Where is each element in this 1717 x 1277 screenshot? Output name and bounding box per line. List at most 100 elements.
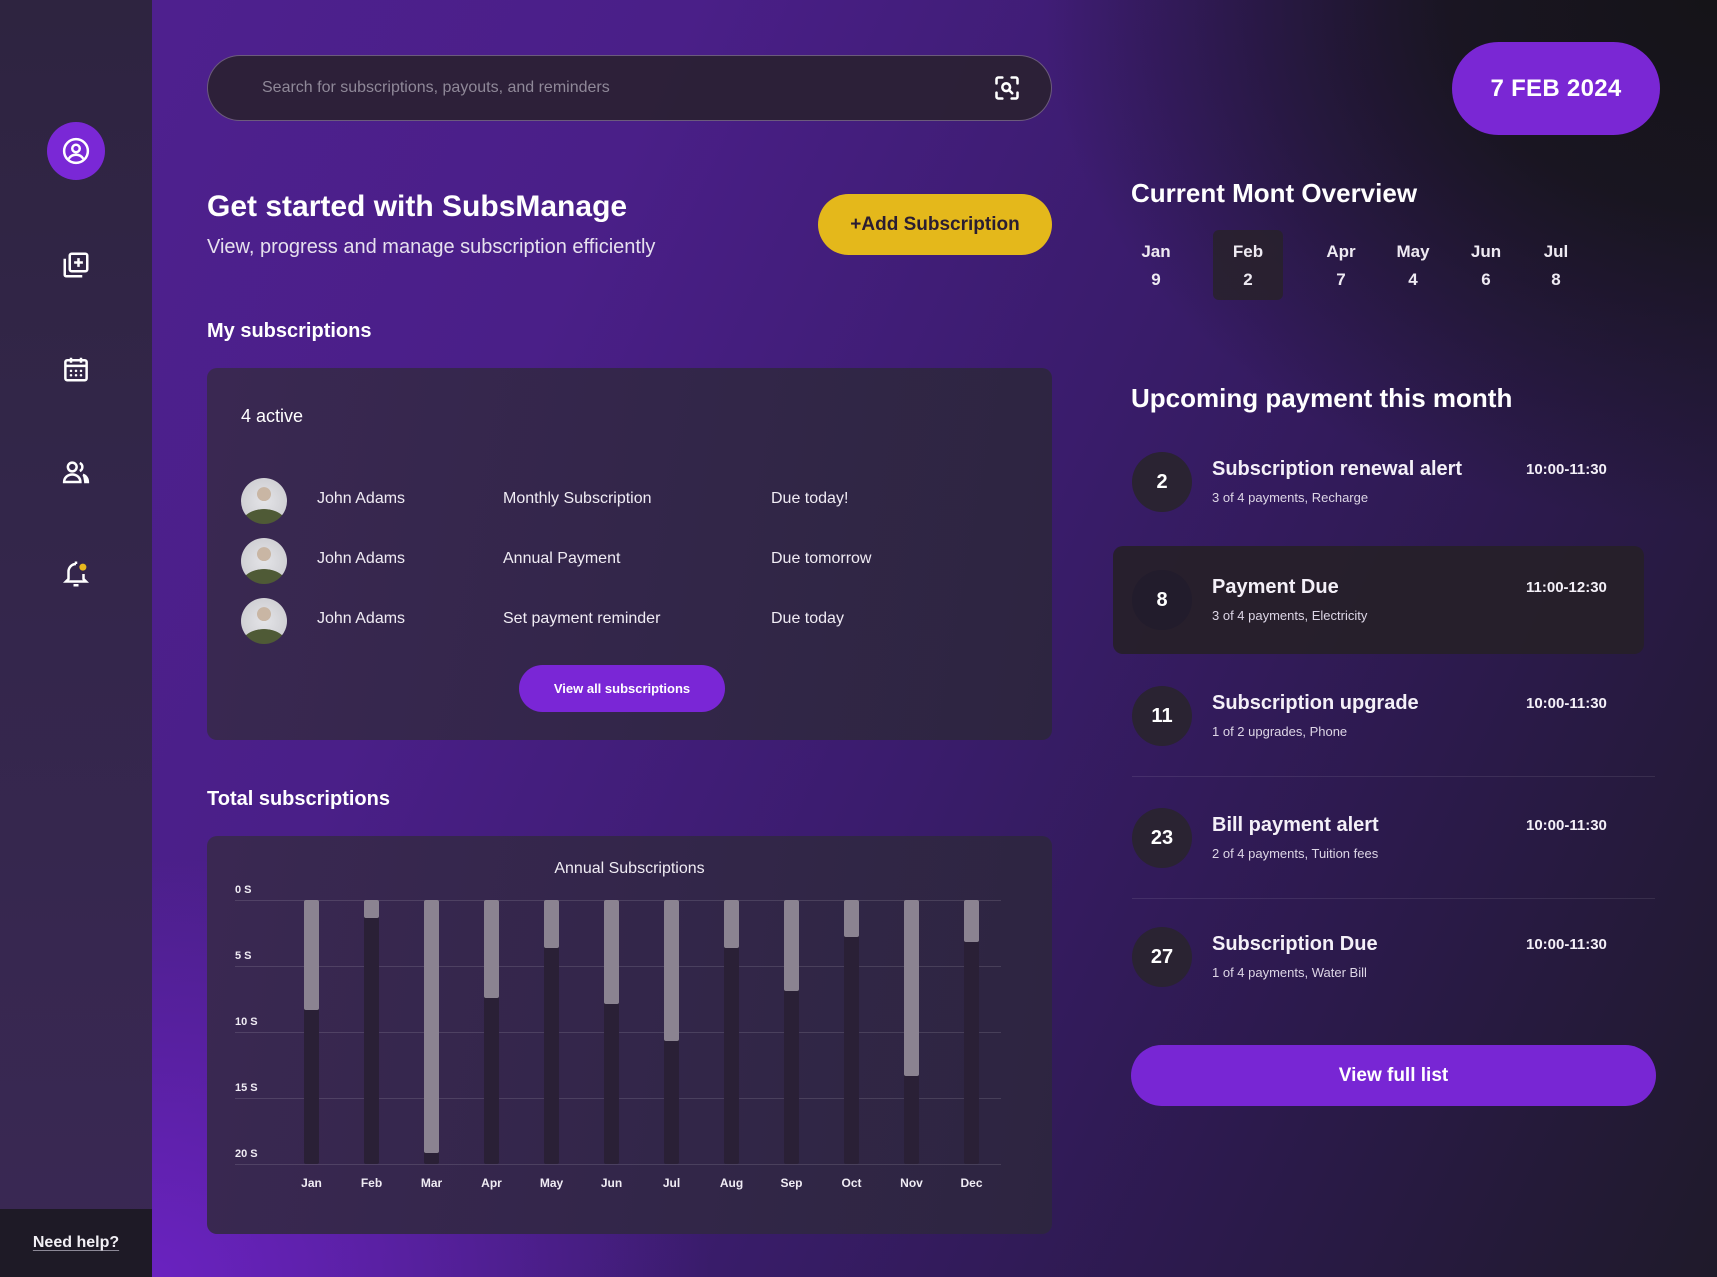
payment-day: 8 <box>1132 570 1192 630</box>
page-title: Get started with SubsManage <box>207 190 628 223</box>
payment-detail: 3 of 4 payments, Electricity <box>1212 608 1368 623</box>
page-subtitle: View, progress and manage subscription e… <box>207 236 656 258</box>
bell-icon <box>62 561 90 587</box>
payment-time: 10:00-11:30 <box>1526 695 1607 712</box>
due-status: Due tomorrow <box>771 550 872 567</box>
payment-item[interactable]: 2 Subscription renewal alert 3 of 4 paym… <box>1113 428 1644 536</box>
payment-item-selected[interactable]: 8 Payment Due 3 of 4 payments, Electrici… <box>1113 546 1644 654</box>
month-jun[interactable]: Jun 6 <box>1451 230 1521 300</box>
bar-value <box>304 900 319 1010</box>
subscription-row[interactable]: John Adams Annual Payment Due tomorrow <box>241 538 1021 584</box>
bar-jun[interactable] <box>604 900 619 1164</box>
bar-mar[interactable] <box>424 900 439 1164</box>
payment-day: 27 <box>1132 927 1192 987</box>
bar-value <box>364 900 379 919</box>
bar-dec[interactable] <box>964 900 979 1164</box>
sidebar-item-profile[interactable] <box>47 122 105 180</box>
sidebar: Need help? <box>0 0 152 1277</box>
sidebar-item-notifications[interactable] <box>58 556 94 592</box>
add-copy-icon <box>63 252 89 278</box>
x-axis-label: Oct <box>841 1176 862 1190</box>
bar-aug[interactable] <box>724 900 739 1164</box>
divider <box>1132 898 1655 899</box>
user-circle-icon <box>62 137 90 165</box>
bar-apr[interactable] <box>484 900 499 1164</box>
avatar <box>241 478 287 524</box>
subscriber-name: John Adams <box>317 610 406 627</box>
subscription-row[interactable]: John Adams Set payment reminder Due toda… <box>241 598 1021 644</box>
bar-may[interactable] <box>544 900 559 1164</box>
annual-subscriptions-chart: Annual Subscriptions 0 S 5 S 10 S 15 S 20 S J… <box>207 836 1052 1234</box>
bar-sep[interactable] <box>784 900 799 1164</box>
payment-time: 10:00-11:30 <box>1526 817 1607 834</box>
gridline <box>235 1164 1001 1165</box>
payment-title: Bill payment alert <box>1212 814 1379 836</box>
payment-item[interactable]: 27 Subscription Due 1 of 4 payments, Wat… <box>1113 903 1644 1011</box>
x-axis-label: Sep <box>780 1176 803 1190</box>
calendar-icon <box>64 357 88 382</box>
need-help-link[interactable]: Need help? <box>32 1234 120 1251</box>
current-date-badge[interactable]: 7 FEB 2024 <box>1452 42 1660 135</box>
month-may[interactable]: May 4 <box>1378 230 1448 300</box>
due-status: Due today! <box>771 490 849 507</box>
avatar <box>241 598 287 644</box>
payment-time: 10:00-11:30 <box>1526 461 1607 478</box>
subscriber-name: John Adams <box>317 550 406 567</box>
bar-nov[interactable] <box>904 900 919 1164</box>
payment-day: 11 <box>1132 686 1192 746</box>
bar-value <box>484 900 499 998</box>
subscription-row[interactable]: John Adams Monthly Subscription Due toda… <box>241 478 1021 524</box>
bar-jan[interactable] <box>304 900 319 1164</box>
sidebar-item-calendar[interactable] <box>58 351 94 387</box>
bar-feb[interactable] <box>364 900 379 1164</box>
y-axis-tick: 5 S <box>235 950 252 962</box>
month-label: Apr <box>1326 242 1356 261</box>
month-label: May <box>1396 242 1430 261</box>
view-all-subscriptions-button[interactable]: View all subscriptions <box>519 665 725 712</box>
bar-value <box>604 900 619 1005</box>
users-icon <box>62 461 90 484</box>
bar-jul[interactable] <box>664 900 679 1164</box>
sidebar-item-users[interactable] <box>58 454 94 490</box>
month-label: Jan <box>1141 242 1171 261</box>
month-count: 6 <box>1481 270 1491 289</box>
bar-oct[interactable] <box>844 900 859 1164</box>
sidebar-item-add-subscription[interactable] <box>58 247 94 283</box>
subscription-type: Set payment reminder <box>503 610 661 627</box>
bar-value <box>784 900 799 992</box>
view-full-list-button[interactable]: View full list <box>1131 1045 1656 1106</box>
payment-day: 2 <box>1132 452 1192 512</box>
y-axis-tick: 20 S <box>235 1148 258 1160</box>
x-axis-label: Apr <box>481 1176 502 1190</box>
x-axis-label: Mar <box>420 1176 443 1190</box>
search-input[interactable] <box>262 79 993 97</box>
payment-item[interactable]: 23 Bill payment alert 2 of 4 payments, T… <box>1113 784 1644 892</box>
subscription-type: Annual Payment <box>503 550 621 567</box>
due-status: Due today <box>771 610 844 627</box>
month-jul[interactable]: Jul 8 <box>1521 230 1591 300</box>
bar-value <box>664 900 679 1042</box>
y-axis-tick: 0 S <box>235 884 252 896</box>
bar-value <box>844 900 859 937</box>
month-feb[interactable]: Feb 2 <box>1213 230 1283 300</box>
x-axis-label: Nov <box>900 1176 923 1190</box>
month-count: 8 <box>1551 270 1561 289</box>
payment-title: Payment Due <box>1212 576 1339 598</box>
scan-search-icon[interactable] <box>993 74 1021 102</box>
add-subscription-button[interactable]: +Add Subscription <box>818 194 1052 255</box>
payment-detail: 2 of 4 payments, Tuition fees <box>1212 846 1379 861</box>
payment-time: 10:00-11:30 <box>1526 936 1607 953</box>
subscriber-name: John Adams <box>317 490 406 507</box>
x-axis-label: May <box>539 1176 564 1190</box>
help-box: Need help? <box>0 1209 152 1277</box>
month-count: 7 <box>1336 270 1346 289</box>
payment-title: Subscription renewal alert <box>1212 458 1463 480</box>
month-apr[interactable]: Apr 7 <box>1306 230 1376 300</box>
payment-detail: 1 of 2 upgrades, Phone <box>1212 724 1348 739</box>
month-jan[interactable]: Jan 9 <box>1121 230 1191 300</box>
my-subscriptions-title: My subscriptions <box>207 320 372 342</box>
bar-value <box>724 900 739 948</box>
payment-item[interactable]: 11 Subscription upgrade 1 of 2 upgrades,… <box>1113 662 1644 770</box>
notification-badge <box>79 563 87 571</box>
x-axis-label: Jun <box>600 1176 623 1190</box>
